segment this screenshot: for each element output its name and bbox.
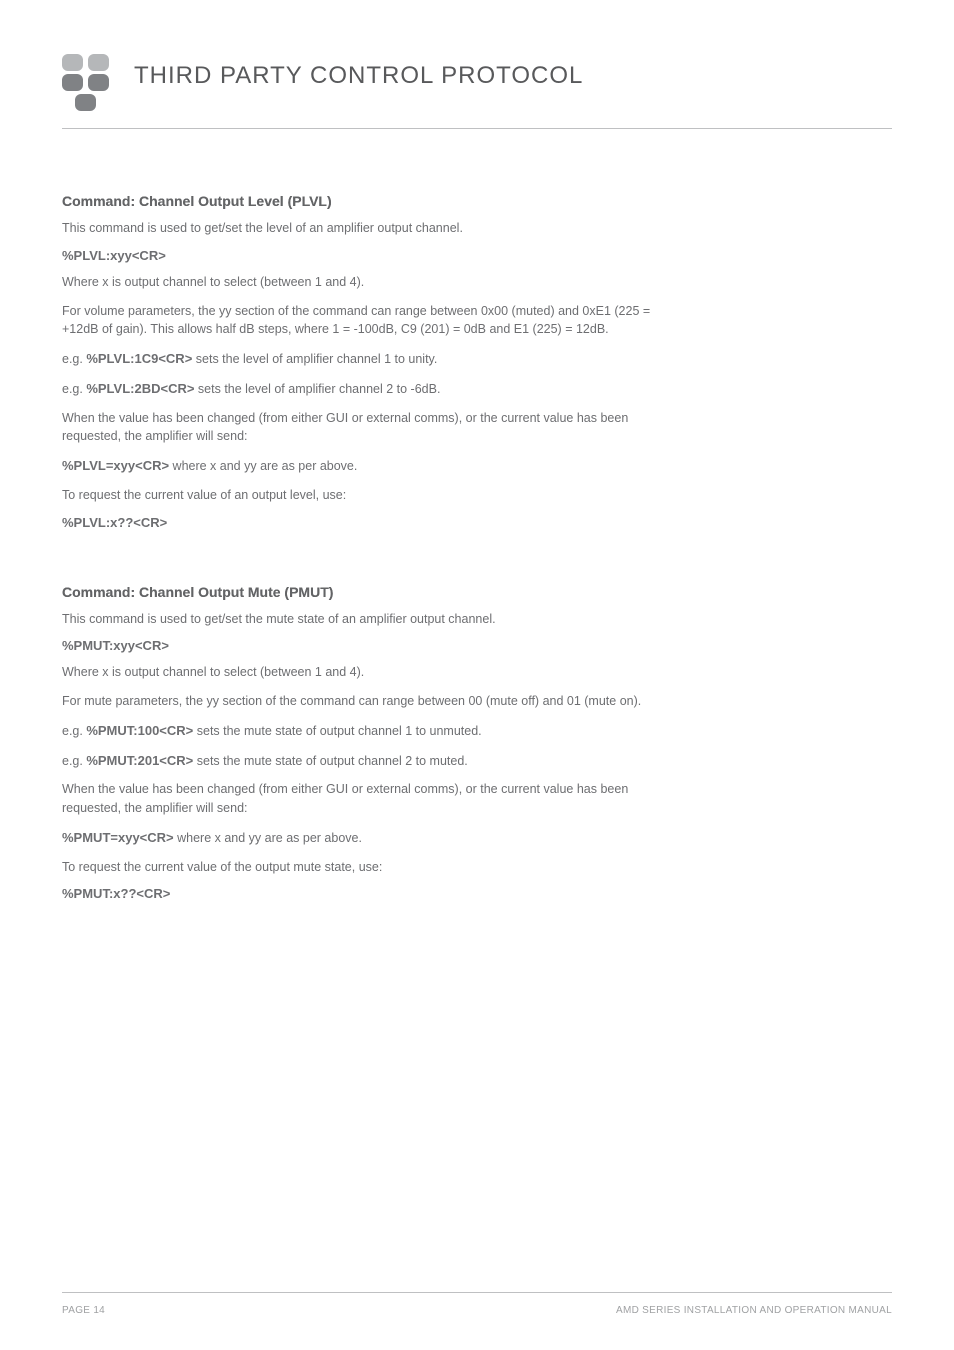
section-heading: Command: Channel Output Level (PLVL) (62, 193, 652, 209)
footer-rule (62, 1292, 892, 1293)
request-cmd: %PMUT:x??<CR> (62, 886, 652, 901)
response-cmd: %PLVL=xyy<CR> (62, 458, 169, 473)
section-syntax: %PLVL:xyy<CR> (62, 248, 652, 263)
logo-icon (62, 54, 116, 114)
response-cmd: %PMUT=xyy<CR> (62, 830, 174, 845)
page-header: THIRD PARTY CONTROL PROTOCOL (62, 54, 892, 114)
example-line: e.g. %PLVL:2BD<CR> sets the level of amp… (62, 379, 652, 399)
example-cmd: %PLVL:2BD<CR> (86, 381, 194, 396)
page-number: PAGE 14 (62, 1305, 105, 1316)
content-area: Command: Channel Output Level (PLVL) Thi… (62, 193, 652, 901)
example-prefix: e.g. (62, 724, 86, 738)
response-suffix: where x and yy are as per above. (169, 459, 357, 473)
response-line: %PLVL=xyy<CR> where x and yy are as per … (62, 456, 652, 476)
section-heading: Command: Channel Output Mute (PMUT) (62, 584, 652, 600)
section-intro: This command is used to get/set the leve… (62, 219, 652, 238)
section-intro: This command is used to get/set the mute… (62, 610, 652, 629)
response-line: %PMUT=xyy<CR> where x and yy are as per … (62, 828, 652, 848)
section-syntax: %PMUT:xyy<CR> (62, 638, 652, 653)
example-suffix: sets the level of amplifier channel 2 to… (194, 382, 440, 396)
example-prefix: e.g. (62, 352, 86, 366)
page-footer: PAGE 14 AMD SERIES INSTALLATION AND OPER… (62, 1292, 892, 1316)
example-suffix: sets the mute state of output channel 1 … (193, 724, 481, 738)
request-intro: To request the current value of an outpu… (62, 486, 652, 505)
example-prefix: e.g. (62, 382, 86, 396)
example-line: e.g. %PMUT:100<CR> sets the mute state o… (62, 721, 652, 741)
header-rule (62, 128, 892, 129)
section-changed: When the value has been changed (from ei… (62, 409, 652, 447)
response-suffix: where x and yy are as per above. (174, 831, 362, 845)
page-title: THIRD PARTY CONTROL PROTOCOL (134, 62, 583, 90)
section-where: Where x is output channel to select (bet… (62, 663, 652, 682)
example-suffix: sets the mute state of output channel 2 … (193, 754, 467, 768)
section-params: For mute parameters, the yy section of t… (62, 692, 652, 711)
request-cmd: %PLVL:x??<CR> (62, 515, 652, 530)
example-cmd: %PLVL:1C9<CR> (86, 351, 192, 366)
example-line: e.g. %PMUT:201<CR> sets the mute state o… (62, 751, 652, 771)
manual-title: AMD SERIES INSTALLATION AND OPERATION MA… (616, 1305, 892, 1316)
footer-row: PAGE 14 AMD SERIES INSTALLATION AND OPER… (62, 1305, 892, 1316)
example-prefix: e.g. (62, 754, 86, 768)
section-where: Where x is output channel to select (bet… (62, 273, 652, 292)
example-cmd: %PMUT:201<CR> (86, 753, 193, 768)
section-changed: When the value has been changed (from ei… (62, 780, 652, 818)
section-params: For volume parameters, the yy section of… (62, 302, 652, 340)
request-intro: To request the current value of the outp… (62, 858, 652, 877)
page: THIRD PARTY CONTROL PROTOCOL Command: Ch… (0, 0, 954, 1350)
example-cmd: %PMUT:100<CR> (86, 723, 193, 738)
example-suffix: sets the level of amplifier channel 1 to… (192, 352, 437, 366)
example-line: e.g. %PLVL:1C9<CR> sets the level of amp… (62, 349, 652, 369)
